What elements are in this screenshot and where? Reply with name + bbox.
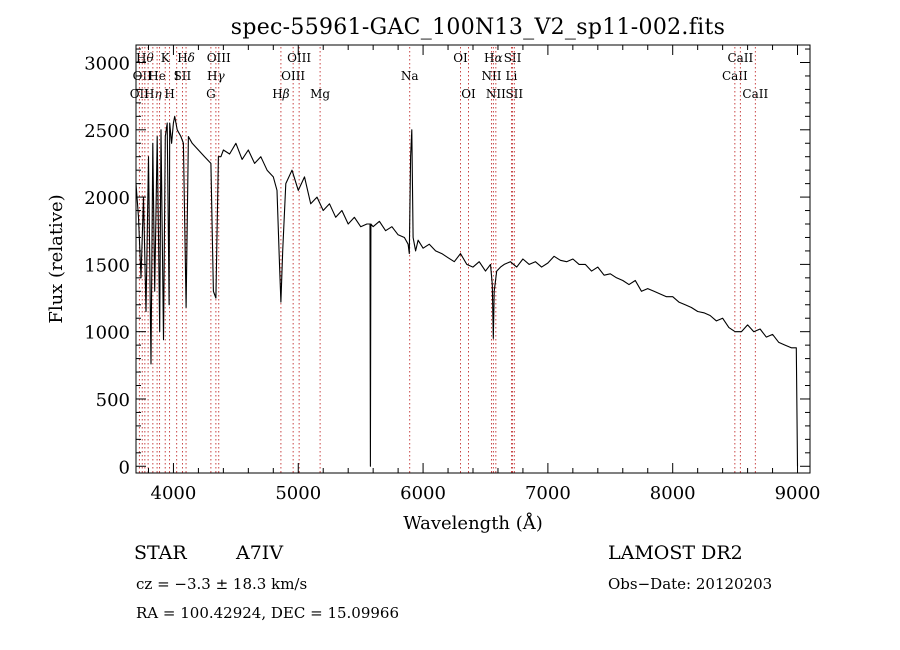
spectral-line-label: CaII — [722, 69, 748, 83]
spectral-line-label: Na — [401, 69, 419, 83]
y-tick-label: 3000 — [84, 53, 130, 74]
spectral-line-label: OIII — [281, 69, 305, 83]
spectral-line-label: NII — [486, 87, 506, 101]
spectral-line-label: SII — [504, 51, 522, 65]
spectrum-plot: spec-55961-GAC_100N13_V2_sp11-002.fitsOI… — [46, 15, 821, 534]
y-axis-label: Flux (relative) — [46, 194, 67, 323]
spectral-line-label: Mg — [310, 87, 330, 101]
spectral-line-label: CaII — [727, 51, 753, 65]
plot-frame — [135, 44, 811, 474]
spectral-line-label: OI — [461, 87, 476, 101]
y-tick-label: 1000 — [84, 323, 130, 344]
spectral-line-label: OIII — [207, 51, 231, 65]
spectral-line-label: OI — [453, 51, 468, 65]
spectral-line-label: Hδ — [177, 51, 195, 65]
spectral-line-label: Hα — [484, 51, 503, 65]
spectral-line-label: OIII — [287, 51, 311, 65]
spectral-line-label: SII — [505, 87, 523, 101]
spectral-line-label: Hη — [144, 87, 162, 101]
obs-date: Obs−Date: 20120203 — [608, 575, 773, 593]
x-tick-label: 9000 — [775, 483, 821, 504]
coordinates: RA = 100.42924, DEC = 15.09966 — [136, 604, 400, 622]
spectral-line-label: He — [148, 69, 166, 83]
spectral-line-label: Hγ — [207, 69, 225, 83]
y-tick-label: 1500 — [84, 255, 130, 276]
spectral-line-label: NII — [481, 69, 501, 83]
spectral-line-label: Li — [506, 69, 518, 83]
spectral-line-label: K — [161, 51, 171, 65]
x-tick-label: 4000 — [151, 483, 197, 504]
spectral-line-label: Hβ — [272, 87, 289, 101]
spectral-line-label: I — [174, 69, 179, 83]
y-tick-label: 2500 — [84, 121, 130, 142]
spectral-line-label: SII — [174, 69, 192, 83]
spectrum-line — [135, 115, 799, 467]
survey-label: LAMOST DR2 — [608, 542, 743, 564]
spectral-line-label: CaII — [742, 87, 768, 101]
x-tick-label: 8000 — [650, 483, 696, 504]
x-tick-label: 5000 — [275, 483, 321, 504]
spectral-line-label: G — [206, 87, 216, 101]
y-tick-label: 500 — [96, 390, 130, 411]
x-axis-label: Wavelength (Å) — [403, 512, 543, 534]
spectral-line-label: OII — [133, 69, 153, 83]
y-tick-label: 0 — [119, 457, 130, 478]
object-class: STAR — [134, 542, 187, 564]
redshift-info: cz = −3.3 ± 18.3 km/s — [136, 575, 308, 593]
x-tick-label: 7000 — [525, 483, 571, 504]
y-tick-label: 2000 — [84, 188, 130, 209]
spectral-line-label: Hθ — [136, 51, 154, 65]
chart-title: spec-55961-GAC_100N13_V2_sp11-002.fits — [231, 15, 725, 40]
object-subclass: A7IV — [236, 542, 284, 564]
spectral-line-label: OII — [130, 87, 150, 101]
x-tick-label: 6000 — [400, 483, 446, 504]
spectral-line-label: H — [164, 87, 174, 101]
